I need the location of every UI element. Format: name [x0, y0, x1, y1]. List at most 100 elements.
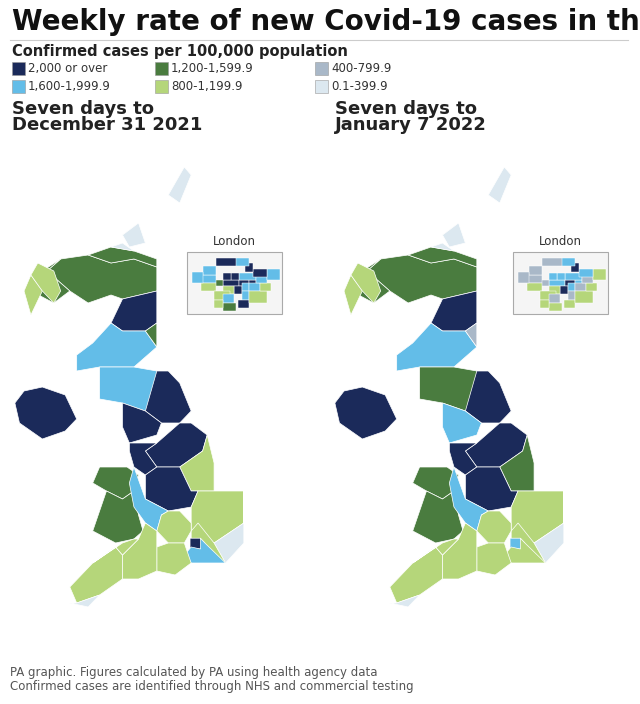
Polygon shape: [565, 280, 575, 286]
Polygon shape: [413, 467, 458, 499]
Polygon shape: [260, 283, 271, 291]
Polygon shape: [241, 283, 249, 291]
Polygon shape: [122, 223, 145, 247]
Polygon shape: [538, 280, 549, 286]
Polygon shape: [47, 255, 157, 303]
Polygon shape: [122, 403, 161, 443]
Polygon shape: [543, 258, 562, 266]
Bar: [12, 62, 25, 75]
Polygon shape: [193, 272, 204, 283]
Polygon shape: [241, 291, 249, 300]
Polygon shape: [540, 300, 549, 308]
Polygon shape: [223, 273, 230, 280]
Text: Seven days to: Seven days to: [335, 100, 477, 118]
Polygon shape: [549, 280, 565, 286]
Polygon shape: [431, 291, 477, 331]
Polygon shape: [216, 258, 236, 266]
Polygon shape: [88, 247, 157, 267]
Polygon shape: [477, 511, 511, 543]
Bar: [155, 62, 168, 75]
Polygon shape: [367, 255, 477, 303]
Polygon shape: [201, 280, 212, 286]
Polygon shape: [560, 286, 568, 294]
Polygon shape: [157, 511, 191, 543]
Polygon shape: [93, 467, 138, 499]
Polygon shape: [201, 283, 216, 291]
Polygon shape: [351, 259, 390, 303]
Polygon shape: [15, 387, 77, 439]
Polygon shape: [214, 491, 244, 563]
Polygon shape: [575, 291, 593, 303]
Polygon shape: [529, 266, 543, 275]
Polygon shape: [557, 258, 575, 266]
Polygon shape: [564, 300, 575, 308]
Polygon shape: [593, 269, 606, 280]
Text: London: London: [213, 235, 256, 248]
Polygon shape: [582, 275, 593, 283]
Polygon shape: [129, 443, 157, 475]
Polygon shape: [549, 286, 560, 294]
Polygon shape: [575, 283, 586, 291]
Polygon shape: [549, 294, 560, 303]
Polygon shape: [201, 275, 216, 283]
Polygon shape: [145, 371, 191, 423]
Text: PA graphic. Figures calculated by PA using health agency data: PA graphic. Figures calculated by PA usi…: [10, 666, 378, 679]
Polygon shape: [129, 467, 168, 531]
Polygon shape: [540, 291, 556, 300]
Polygon shape: [212, 280, 223, 286]
Polygon shape: [111, 243, 134, 251]
Text: 1,600-1,999.9: 1,600-1,999.9: [28, 80, 111, 93]
Text: Confirmed cases per 100,000 population: Confirmed cases per 100,000 population: [12, 44, 348, 59]
Polygon shape: [77, 323, 157, 371]
Polygon shape: [477, 543, 511, 575]
Polygon shape: [390, 595, 420, 607]
Polygon shape: [223, 294, 234, 303]
Polygon shape: [168, 167, 191, 203]
Polygon shape: [586, 283, 597, 291]
Polygon shape: [145, 423, 207, 467]
Polygon shape: [488, 167, 511, 203]
Polygon shape: [510, 538, 525, 549]
Polygon shape: [214, 291, 230, 300]
Polygon shape: [351, 263, 381, 303]
Polygon shape: [500, 435, 534, 491]
Polygon shape: [465, 423, 527, 467]
Text: 2,000 or over: 2,000 or over: [28, 62, 108, 75]
Polygon shape: [122, 523, 157, 579]
Text: London: London: [539, 235, 582, 248]
Bar: [155, 80, 168, 93]
Bar: [513, 252, 608, 314]
Polygon shape: [511, 523, 545, 563]
Polygon shape: [249, 291, 267, 303]
Polygon shape: [24, 275, 42, 315]
Polygon shape: [575, 280, 582, 286]
Polygon shape: [442, 223, 465, 247]
Polygon shape: [518, 272, 529, 283]
Polygon shape: [70, 595, 100, 607]
Bar: [315, 80, 328, 93]
Polygon shape: [100, 367, 168, 411]
Polygon shape: [234, 286, 241, 294]
Polygon shape: [344, 275, 362, 315]
Polygon shape: [413, 539, 458, 563]
Polygon shape: [190, 538, 205, 549]
Polygon shape: [223, 280, 239, 286]
Polygon shape: [93, 539, 138, 563]
Polygon shape: [145, 323, 157, 347]
Polygon shape: [420, 367, 488, 411]
Polygon shape: [230, 258, 249, 266]
Polygon shape: [565, 273, 582, 280]
Polygon shape: [527, 275, 543, 283]
Polygon shape: [549, 273, 557, 280]
Polygon shape: [413, 491, 463, 543]
Polygon shape: [397, 323, 477, 371]
Polygon shape: [571, 263, 579, 272]
Bar: [12, 80, 25, 93]
Polygon shape: [249, 280, 256, 286]
Bar: [315, 62, 328, 75]
Polygon shape: [267, 269, 280, 280]
Polygon shape: [245, 263, 253, 272]
Polygon shape: [465, 467, 518, 511]
Polygon shape: [442, 403, 481, 443]
Polygon shape: [579, 269, 593, 277]
